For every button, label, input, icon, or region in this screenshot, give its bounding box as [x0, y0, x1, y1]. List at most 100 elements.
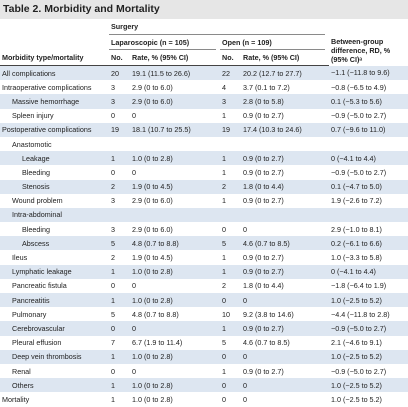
table-row: Pulmonary 5 4.8 (0.7 to 8.8) 10 9.2 (3.8 to …: [0, 307, 408, 321]
row-label: Wound problem: [12, 196, 63, 206]
lap-count: 0: [111, 111, 115, 121]
rd-value: 0.2 (−6.1 to 6.6): [329, 236, 408, 251]
open-rate: 0.9 (0 to 2.7): [243, 111, 284, 121]
lap-count: 2: [111, 253, 115, 263]
rd-value: 0.1 (−5.3 to 5.6): [329, 94, 408, 109]
header-row-3: Morbidity type/mortality No. Rate, % (95…: [0, 49, 408, 66]
rd-value: 1.9 (−2.6 to 7.2): [331, 196, 382, 206]
lap-count: 0: [111, 281, 115, 291]
open-count: 19: [220, 122, 241, 137]
lap-count: 2: [109, 179, 130, 194]
lap-rate: [130, 207, 216, 223]
lap-rate: 0: [132, 167, 136, 177]
open-count: 1: [220, 151, 241, 166]
table-row: Renal 0 0 1 0.9 (0 to 2.7) −0.9 (−5.0 to 2.7): [0, 364, 408, 378]
gap: [216, 236, 220, 251]
open-count: 1: [220, 264, 241, 279]
gap: [216, 122, 220, 137]
table-row: Abscess 5 4.8 (0.7 to 8.8) 5 4.6 (0.7 to 8.5…: [0, 236, 408, 251]
open-rate: 1.8 (0 to 4.4): [241, 179, 325, 194]
open-count: 1: [222, 253, 226, 263]
lap-rate: 4.8 (0.7 to 8.8): [132, 309, 179, 319]
open-rate: 0.9 (0 to 2.7): [241, 321, 325, 336]
lap-rate: 2.9 (0 to 6.0): [130, 94, 216, 109]
lap-count: 3: [109, 94, 130, 109]
lap-count: 19: [109, 122, 130, 137]
table-row: Lymphatic leakage 1 1.0 (0 to 2.8) 1 0.9 (0 …: [0, 264, 408, 279]
open-rate: 0.9 (0 to 2.7): [243, 167, 284, 177]
open-rate: 0.9 (0 to 2.7): [243, 366, 284, 376]
lap-rate: 1.0 (0 to 2.8): [130, 293, 216, 308]
gap: [216, 207, 220, 223]
lap-rate: 2.9 (0 to 6.0): [132, 82, 173, 92]
gap: [325, 94, 329, 109]
gap: [325, 293, 329, 308]
open-rate: 0.9 (0 to 2.7): [243, 196, 284, 206]
lap-rate: 19.1 (11.5 to 26.6): [130, 65, 216, 81]
gap: [216, 378, 220, 393]
row-label: Renal: [12, 366, 31, 376]
gap: [216, 264, 220, 279]
gap: [325, 179, 329, 194]
open-rate: 4.6 (0.7 to 8.5): [241, 236, 325, 251]
lap-rate: 2.9 (0 to 6.0): [132, 196, 173, 206]
table-row: Stenosis 2 1.9 (0 to 4.5) 2 1.8 (0 to 4.4) 0.…: [0, 179, 408, 194]
open-count: [220, 137, 241, 151]
row-label: Postoperative complications: [0, 122, 109, 137]
header-open-no: No.: [220, 49, 241, 66]
header-row-2: Laparoscopic (n = 105) Open (n = 109) Be…: [0, 34, 408, 64]
open-count: 0: [222, 224, 226, 234]
lap-rate: 1.0 (0 to 2.8): [130, 349, 216, 364]
gap: [325, 349, 329, 364]
table-row: Pleural effusion 7 6.7 (1.9 to 11.4) 5 4.6 (…: [0, 336, 408, 350]
gap: [216, 321, 220, 336]
lap-rate: 18.1 (10.7 to 25.5): [130, 122, 216, 137]
table-row: Cerebrovascular 0 0 1 0.9 (0 to 2.7) −0.9 (−5…: [0, 321, 408, 336]
gap: [216, 151, 220, 166]
lap-count: 1: [109, 151, 130, 166]
open-count: 0: [220, 378, 241, 393]
table-row: Massive hemorrhage 3 2.9 (0 to 6.0) 3 2.8 (0…: [0, 94, 408, 109]
open-rate: 3.7 (0.1 to 7.2): [243, 82, 290, 92]
lap-count: 0: [109, 321, 130, 336]
row-label: Pancreatitis: [0, 293, 109, 308]
open-count: 0: [220, 293, 241, 308]
lap-rate: 0: [132, 111, 136, 121]
table-title: Table 2. Morbidity and Mortality: [0, 0, 408, 19]
open-rate: 2.8 (0 to 5.8): [241, 94, 325, 109]
lap-count: 3: [111, 82, 115, 92]
open-count: 1: [222, 111, 226, 121]
gap: [216, 179, 220, 194]
gap: [325, 207, 329, 223]
rd-value: −1.1 (−11.8 to 9.6): [329, 65, 408, 81]
row-label: Pancreatic fistula: [12, 281, 67, 291]
lap-rate: 2.9 (0 to 6.0): [132, 224, 173, 234]
lap-rate: [130, 137, 216, 151]
rd-value: 1.0 (−2.5 to 5.2): [329, 378, 408, 393]
lap-count: 5: [109, 236, 130, 251]
header-row-1: Surgery: [0, 19, 408, 35]
table-row: Intra-abdominal: [0, 207, 408, 223]
table-row: Intraoperative complications 3 2.9 (0 to 6…: [0, 80, 408, 94]
lap-count: 1: [109, 293, 130, 308]
gap: [216, 349, 220, 364]
lap-count: 1: [111, 394, 115, 404]
row-label: Mortality: [2, 394, 30, 404]
rd-value: 0.7 (−9.6 to 11.0): [329, 122, 408, 137]
open-count: 10: [222, 309, 230, 319]
gap: [325, 264, 329, 279]
rd-value: 1.0 (−3.3 to 5.8): [331, 253, 382, 263]
rd-value: −0.9 (−5.0 to 2.7): [331, 111, 387, 121]
lap-count: 20: [109, 65, 130, 81]
lap-count: 0: [111, 366, 115, 376]
row-label: Leakage: [0, 151, 109, 166]
gap: [325, 236, 329, 251]
row-label: Intra-abdominal: [0, 207, 109, 223]
open-count: 0: [222, 394, 226, 404]
header-lap-rate: Rate, % (95% CI): [130, 49, 216, 66]
row-label: Bleeding: [22, 224, 50, 234]
open-rate: [241, 137, 325, 151]
row-label: Pleural effusion: [12, 338, 62, 348]
rd-value: −0.9 (−5.0 to 2.7): [329, 321, 408, 336]
open-count: 1: [222, 167, 226, 177]
